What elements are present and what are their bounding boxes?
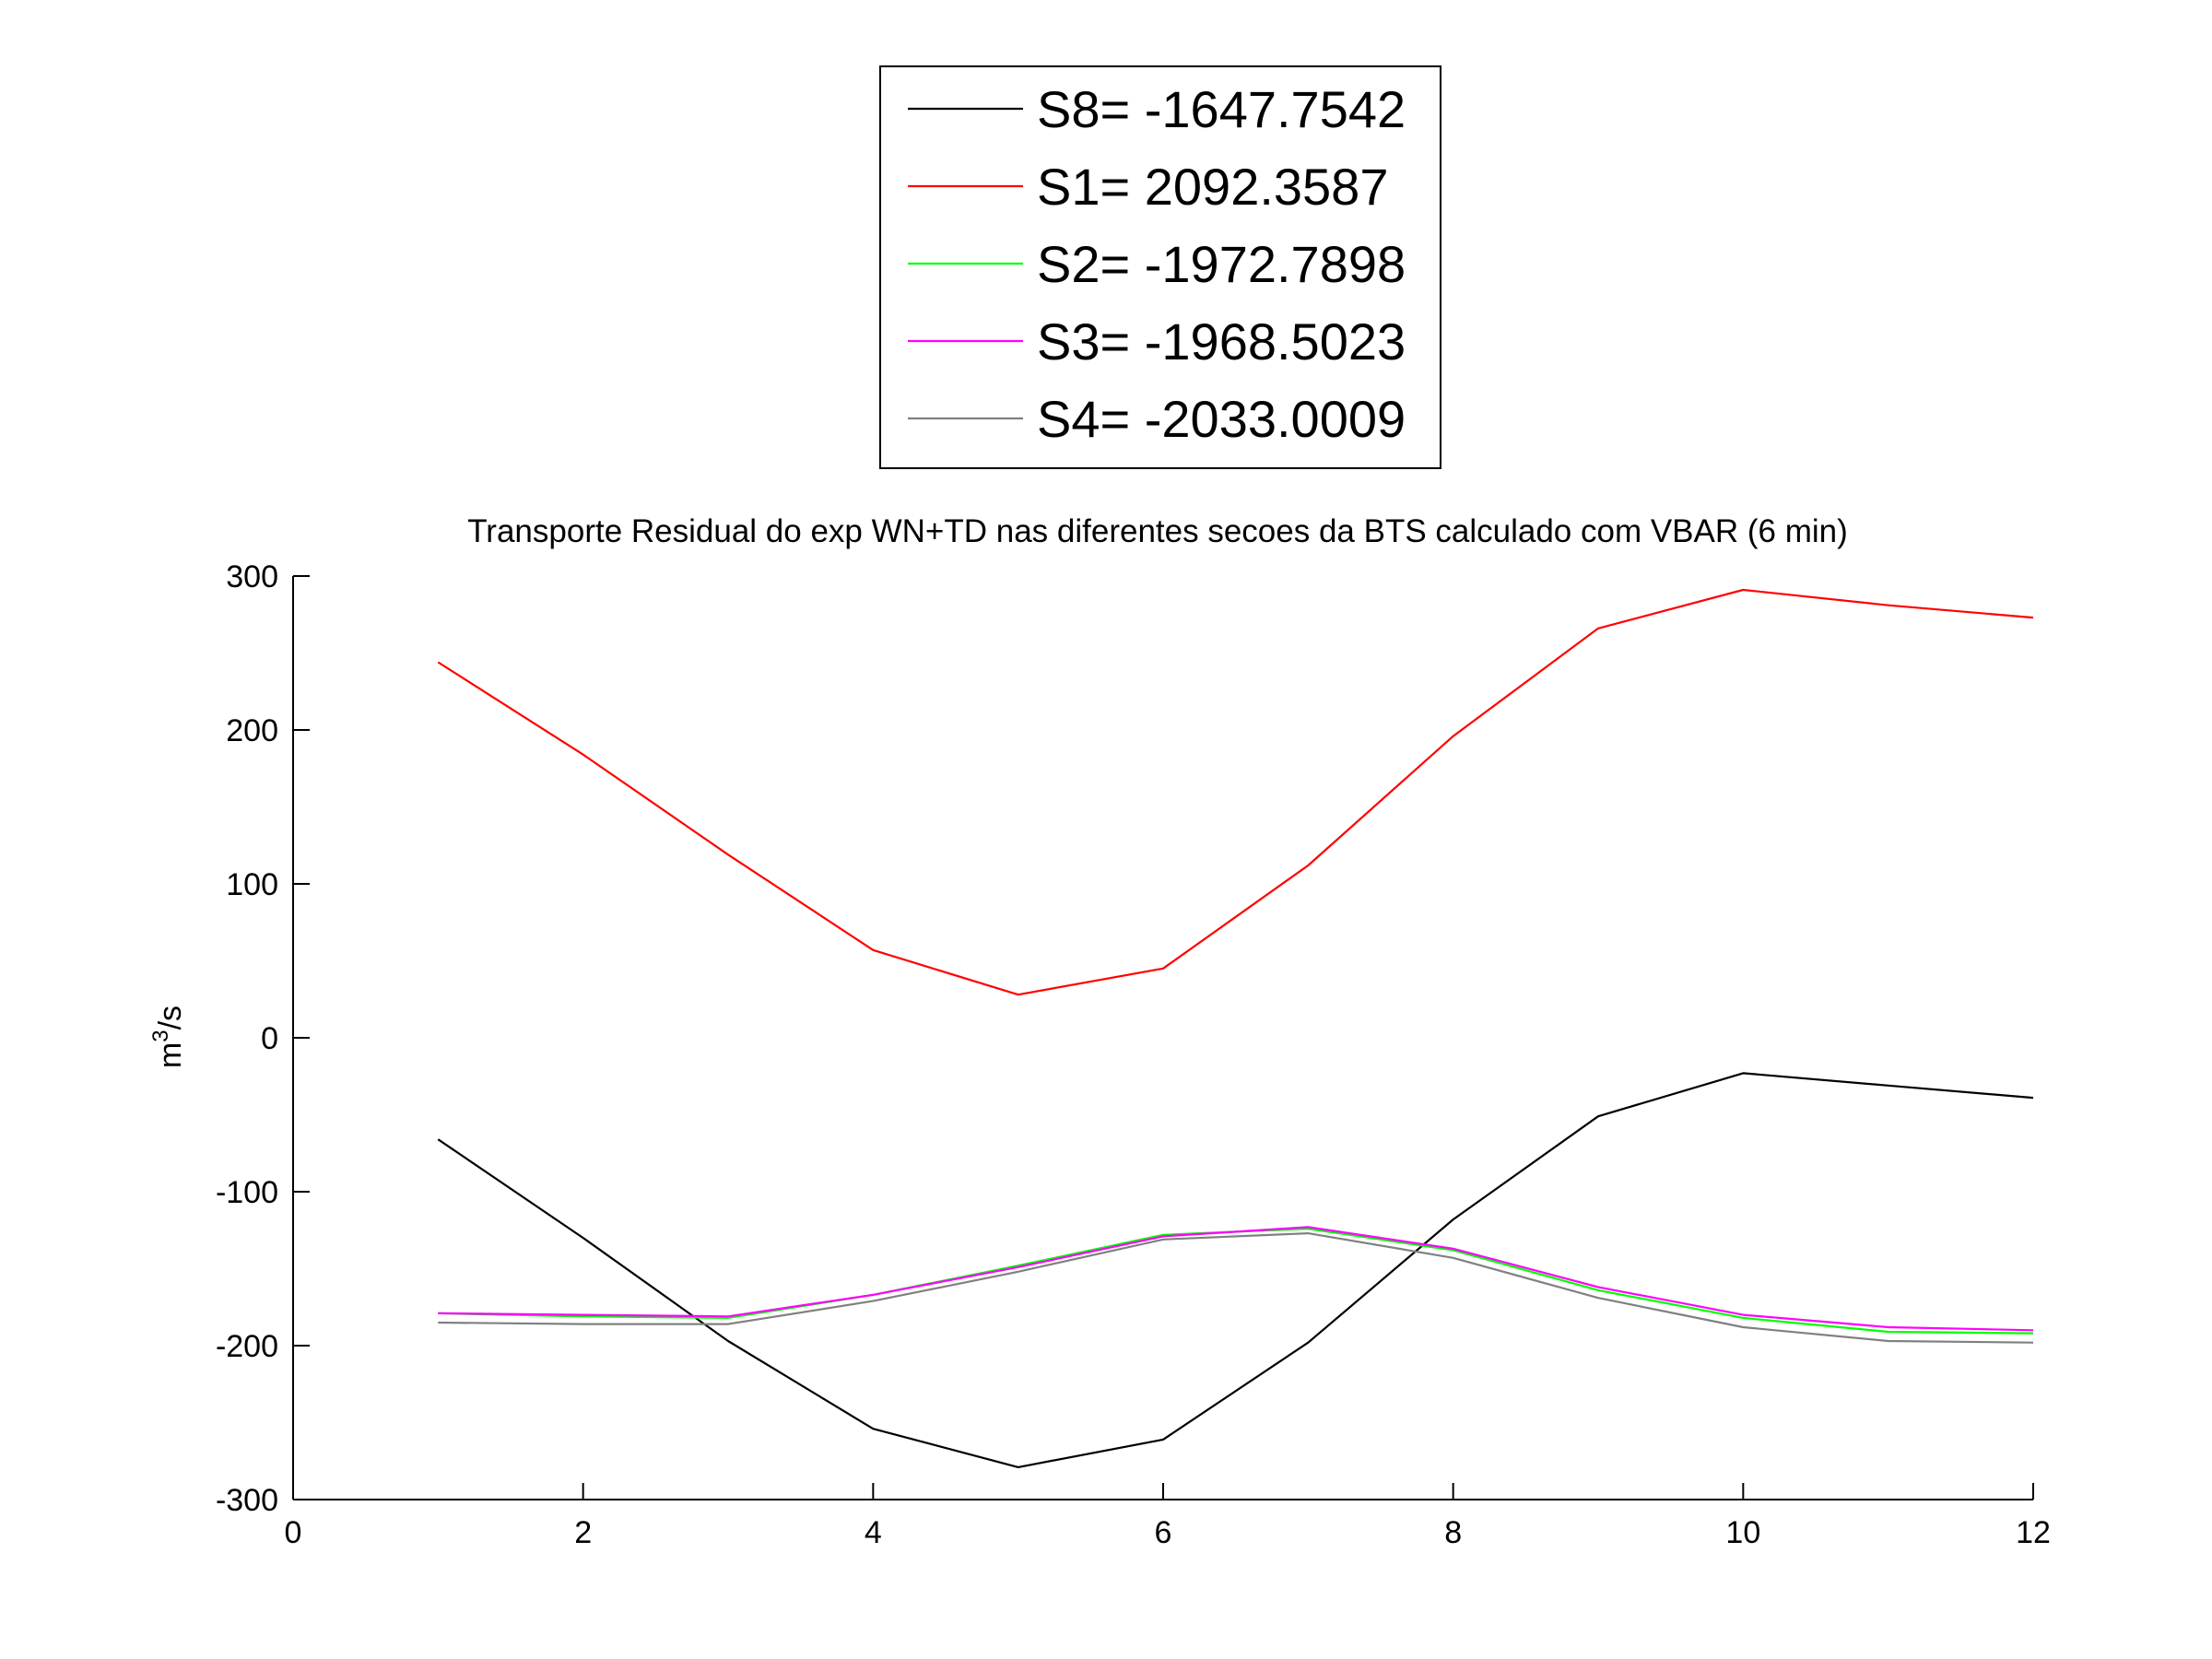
y-tick-label: -100 (216, 1175, 278, 1210)
legend-label-3: S3= -1968.5023 (1037, 312, 1406, 371)
series-line-3 (438, 1226, 2034, 1332)
x-tick-label: 4 (865, 1515, 882, 1550)
y-tick-label: 200 (226, 713, 278, 748)
series-line-1 (437, 588, 2034, 996)
y-axis-label-superscript: 3 (148, 1030, 173, 1041)
legend-label-4: S4= -2033.0009 (1037, 390, 1406, 448)
y-ticks: -300 -200 -100 0 100 200 300 (216, 559, 310, 1518)
y-axis-label-base: m (153, 1042, 188, 1068)
x-tick-label: 2 (574, 1515, 592, 1550)
legend-label-1: S1= 2092.3587 (1037, 158, 1388, 216)
legend: S8= -1647.7542 S1= 2092.3587 S2= -1972.789… (879, 65, 1441, 469)
x-tick-label: 12 (2016, 1515, 2051, 1550)
y-tick-label: -200 (216, 1329, 278, 1364)
x-ticks: 0 2 4 6 8 10 12 (285, 1483, 2051, 1550)
y-axis-label-group: m3/s (148, 1006, 188, 1068)
x-tick-label: 8 (1444, 1515, 1462, 1550)
y-axis-label-tail: /s (153, 1006, 188, 1030)
y-tick-label: 100 (226, 867, 278, 902)
x-tick-label: 0 (285, 1515, 302, 1550)
series-line-4 (438, 1231, 2034, 1344)
chart-title: Transporte Residual do exp WN+TD nas dif… (467, 513, 1848, 549)
y-tick-label: 0 (261, 1021, 278, 1056)
y-axis-label: m3/s (148, 1006, 188, 1068)
x-tick-label: 10 (1725, 1515, 1760, 1550)
legend-box (879, 65, 1441, 469)
y-tick-label: -300 (216, 1483, 278, 1518)
series-group (437, 588, 2034, 1469)
y-tick-label: 300 (226, 559, 278, 594)
x-tick-label: 6 (1155, 1515, 1172, 1550)
legend-label-0: S8= -1647.7542 (1037, 80, 1406, 138)
legend-label-2: S2= -1972.7898 (1037, 235, 1406, 293)
